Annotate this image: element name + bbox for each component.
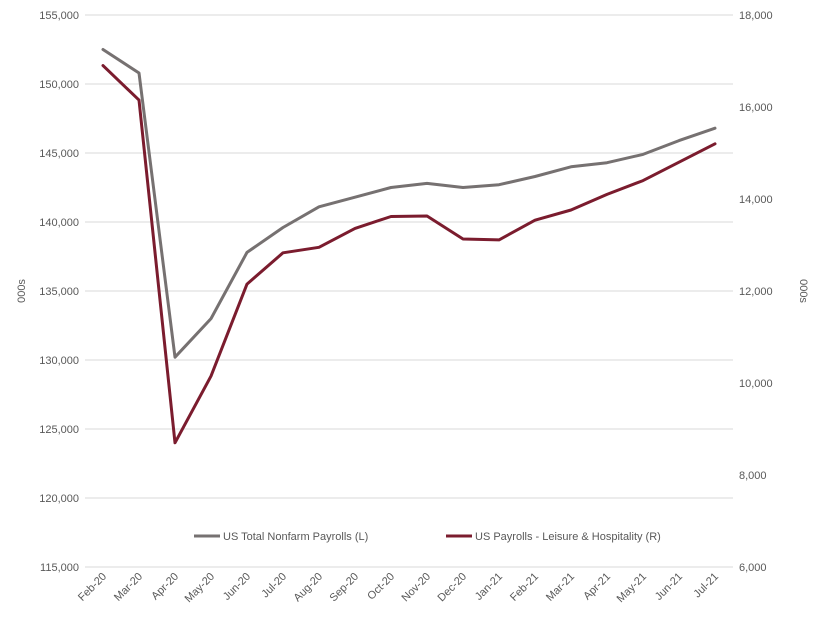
left-tick-label: 120,000 [39,493,79,505]
x-tick-label: Jul-20 [259,571,289,601]
left-tick-label: 155,000 [39,10,79,22]
x-tick-label: Mar-20 [112,571,145,604]
left-tick-label: 115,000 [40,562,79,574]
right-tick-label: 18,000 [739,10,773,22]
right-tick-label: 12,000 [739,286,773,298]
right-axis-title: 000s [797,279,809,303]
right-tick-label: 10,000 [739,378,773,390]
right-tick-label: 14,000 [739,194,773,206]
x-tick-label: Dec-20 [436,571,470,605]
series-line-leisure-hospitality [101,64,717,445]
x-tick-label: Nov-20 [400,571,434,605]
x-tick-label: Apr-21 [581,571,613,603]
left-tick-label: 150,000 [39,79,79,91]
legend: US Total Nonfarm Payrolls (L) US Payroll… [194,531,661,543]
right-axis-ticks: 6,000 8,000 10,000 12,000 14,000 16,000 18,000 [739,10,773,574]
x-tick-label: Aug-20 [292,571,326,605]
x-tick-label: Mar-21 [544,571,577,604]
left-tick-label: 145,000 [39,148,79,160]
series-line-nonfarm-payrolls [101,48,717,359]
x-tick-label: Jun-20 [221,571,253,603]
left-tick-label: 125,000 [39,424,79,436]
left-axis-ticks: 115,000 120,000 125,000 130,000 135,000 140,0… [39,10,79,574]
legend-label-leisure: US Payrolls - Leisure & Hospitality (R) [475,531,661,543]
series-lines [101,48,717,445]
x-tick-label: May-21 [615,571,649,605]
x-tick-label: Feb-20 [76,571,109,604]
x-tick-label: Apr-20 [149,571,181,603]
x-tick-label: Feb-21 [508,571,541,604]
gridlines [85,14,733,568]
right-tick-label: 16,000 [739,102,773,114]
left-tick-label: 140,000 [39,217,79,229]
x-tick-label: Jan-21 [473,571,505,603]
legend-label-nonfarm: US Total Nonfarm Payrolls (L) [223,531,368,543]
x-tick-label: Sep-20 [328,571,362,605]
left-tick-label: 130,000 [39,355,79,367]
right-tick-label: 6,000 [739,562,767,574]
left-axis-title: 000s [16,279,28,303]
x-tick-label: May-20 [183,571,217,605]
x-tick-label: Jun-21 [653,571,685,603]
x-tick-label: Jul-21 [691,571,721,601]
x-axis-ticks: Feb-20 Mar-20 Apr-20 May-20 Jun-20 Jul-20 Aug-… [76,571,721,605]
right-tick-label: 8,000 [739,470,767,482]
x-tick-label: Oct-20 [365,571,397,603]
left-tick-label: 135,000 [39,286,79,298]
